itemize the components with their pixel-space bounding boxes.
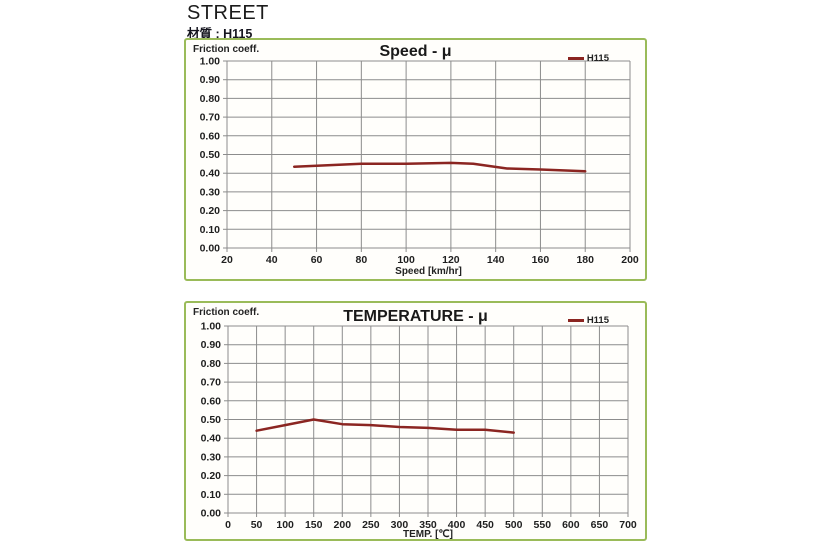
svg-text:0.50: 0.50 — [201, 414, 222, 426]
series-line-h115 — [292, 161, 587, 173]
svg-text:100: 100 — [397, 254, 415, 266]
svg-text:600: 600 — [562, 519, 580, 531]
svg-text:0.30: 0.30 — [201, 451, 222, 463]
legend-series-label: H115 — [586, 315, 609, 326]
material-label: 材質 : H115 — [187, 27, 253, 41]
svg-text:0.00: 0.00 — [200, 243, 221, 255]
svg-text:0.30: 0.30 — [200, 186, 221, 198]
temperature-y-axis-label: Friction coeff. — [193, 307, 260, 318]
svg-text:0.10: 0.10 — [201, 489, 222, 501]
legend-line-marker — [567, 57, 584, 60]
svg-text:500: 500 — [505, 519, 523, 531]
speed-y-axis-label: Friction coeff. — [193, 44, 260, 55]
speed-chart-panel: 20 40 60 80 100 120 140 160 180 200 1.00 0.90 0.80 0.… — [184, 38, 647, 281]
svg-text:0.40: 0.40 — [200, 168, 221, 180]
svg-text:20: 20 — [221, 254, 233, 266]
svg-text:100: 100 — [276, 519, 294, 531]
svg-text:250: 250 — [362, 519, 380, 531]
svg-text:80: 80 — [355, 254, 367, 266]
svg-text:120: 120 — [442, 254, 460, 266]
svg-text:150: 150 — [305, 519, 323, 531]
svg-text:40: 40 — [266, 254, 278, 266]
svg-text:0.00: 0.00 — [201, 508, 222, 520]
svg-text:0.70: 0.70 — [201, 377, 222, 389]
speed-chart-legend: H115 — [567, 53, 609, 64]
svg-text:300: 300 — [391, 519, 409, 531]
svg-text:0.60: 0.60 — [200, 130, 221, 142]
svg-text:400: 400 — [448, 519, 466, 531]
svg-text:0.80: 0.80 — [200, 93, 221, 105]
speed-chart-title: Speed - μ — [379, 43, 452, 60]
svg-text:200: 200 — [334, 519, 352, 531]
svg-text:700: 700 — [619, 519, 637, 531]
temperature-chart-legend: H115 — [567, 315, 609, 326]
svg-text:160: 160 — [532, 254, 550, 266]
svg-text:550: 550 — [534, 519, 552, 531]
temperature-chart-title: TEMPERATURE - μ — [343, 308, 488, 325]
svg-text:0.10: 0.10 — [200, 224, 221, 236]
svg-text:0.90: 0.90 — [201, 339, 222, 351]
svg-text:350: 350 — [419, 519, 437, 531]
series-line-h115 — [255, 418, 515, 434]
svg-text:0.80: 0.80 — [201, 358, 222, 370]
temperature-plot-svg: 0 50 100 150 200 250 300 350 400 450 500 550 600 650 7… — [201, 321, 637, 532]
legend-series-label: H115 — [586, 53, 609, 64]
temperature-chart-panel: 0 50 100 150 200 250 300 350 400 450 500 550 600 650 7… — [184, 301, 647, 541]
x-tick-labels: 0 50 100 150 200 250 300 350 400 450 500 550 600 650 7… — [225, 519, 637, 531]
svg-text:0.40: 0.40 — [201, 433, 222, 445]
svg-text:200: 200 — [621, 254, 639, 266]
grid — [223, 60, 631, 252]
svg-text:0.90: 0.90 — [200, 74, 221, 86]
y-tick-labels: 1.00 0.90 0.80 0.70 0.60 0.50 0.40 0.30 0.20 0.10… — [201, 321, 222, 520]
svg-text:0.70: 0.70 — [200, 112, 221, 124]
grid — [224, 325, 629, 517]
speed-plot-svg: 20 40 60 80 100 120 140 160 180 200 1.00 0.90 0.80 0.… — [200, 56, 639, 267]
legend-line-marker — [567, 319, 584, 322]
svg-text:0.60: 0.60 — [201, 395, 222, 407]
svg-text:0.20: 0.20 — [200, 205, 221, 217]
svg-text:60: 60 — [311, 254, 323, 266]
svg-text:650: 650 — [591, 519, 609, 531]
svg-text:140: 140 — [487, 254, 505, 266]
speed-x-axis-title: Speed [km/hr] — [395, 266, 462, 277]
x-tick-labels: 20 40 60 80 100 120 140 160 180 200 — [221, 254, 639, 266]
svg-text:180: 180 — [576, 254, 594, 266]
svg-text:0: 0 — [225, 519, 231, 531]
page-title: STREET — [187, 2, 269, 24]
temperature-x-axis-title: TEMP. [℃] — [403, 529, 453, 540]
svg-text:1.00: 1.00 — [201, 321, 222, 333]
svg-text:0.50: 0.50 — [200, 149, 221, 161]
svg-text:1.00: 1.00 — [200, 56, 221, 68]
svg-text:50: 50 — [251, 519, 263, 531]
y-tick-labels: 1.00 0.90 0.80 0.70 0.60 0.50 0.40 0.30 0.20 0.10… — [200, 56, 221, 255]
svg-text:0.20: 0.20 — [201, 470, 222, 482]
svg-text:450: 450 — [476, 519, 494, 531]
